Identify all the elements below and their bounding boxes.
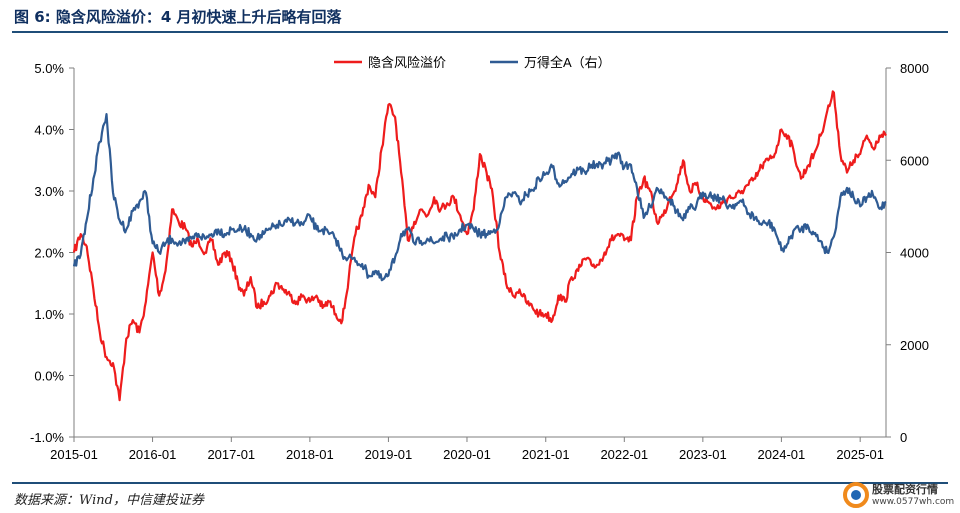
y-left-tick-label: 5.0% (34, 61, 64, 76)
y-right-tick-label: 2000 (900, 338, 929, 353)
x-tick-label: 2015-01 (50, 447, 98, 462)
y-left-tick-label: 3.0% (34, 184, 64, 199)
logo-icon (843, 482, 869, 508)
x-tick-label: 2016-01 (129, 447, 177, 462)
watermark-url: www.0577wh.com (872, 497, 955, 507)
series-layer (72, 90, 887, 402)
y-right-tick-label: 6000 (900, 153, 929, 168)
y-left-tick-label: -1.0% (30, 430, 64, 445)
chart-axes: -1.0% 0.0% 1.0% 2.0% 3.0% 4.0% 5.0% 0 2000 4000 60… (30, 61, 929, 462)
x-tick-label: 2017-01 (207, 447, 255, 462)
series-line-risk-premium (72, 90, 887, 402)
watermark-name: 股票配资行情 (872, 483, 938, 496)
legend-label-wind-a-index: 万得全A（右） (524, 55, 611, 70)
series-line-wind-a-index (72, 113, 887, 282)
watermark-logo: 股票配资行情 www.0577wh.com (842, 480, 958, 512)
x-tick-label: 2020-01 (443, 447, 491, 462)
y-right-tick-label: 8000 (900, 61, 929, 76)
y-left-tick-label: 1.0% (34, 307, 64, 322)
y-right-tick-label: 0 (900, 430, 907, 445)
x-tick-label: 2025-01 (836, 447, 884, 462)
title-divider (12, 31, 948, 33)
x-tick-label: 2021-01 (522, 447, 570, 462)
footer-divider (12, 482, 948, 484)
y-left-tick-label: 2.0% (34, 246, 64, 261)
x-tick-label: 2019-01 (365, 447, 413, 462)
y-right-tick-label: 4000 (900, 246, 929, 261)
x-tick-label: 2022-01 (600, 447, 648, 462)
chart-legend: 隐含风险溢价 万得全A（右） (334, 55, 611, 70)
source-note: 数据来源：Wind，中信建投证券 (14, 493, 204, 508)
y-left-tick-label: 0.0% (34, 369, 64, 384)
legend-label-risk-premium: 隐含风险溢价 (368, 55, 446, 70)
x-tick-label: 2023-01 (679, 447, 727, 462)
line-chart: -1.0% 0.0% 1.0% 2.0% 3.0% 4.0% 5.0% 0 2000 4000 60… (30, 55, 929, 462)
chart-title: 图 6: 隐含风险溢价：4 月初快速上升后略有回落 (14, 8, 342, 26)
x-tick-label: 2018-01 (286, 447, 334, 462)
x-tick-label: 2024-01 (758, 447, 806, 462)
y-left-tick-label: 4.0% (34, 123, 64, 138)
